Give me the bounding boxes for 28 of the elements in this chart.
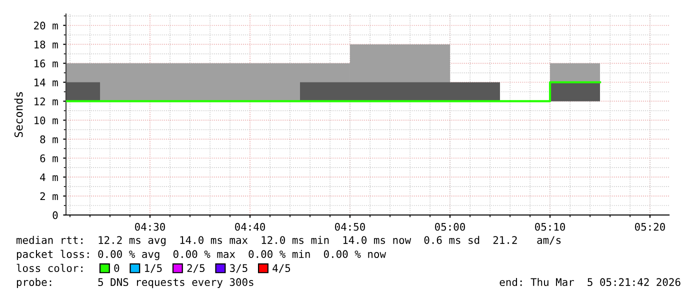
x-tick-label: 05:10 (535, 222, 566, 231)
legend-label: 1/5 (145, 264, 162, 273)
y-tick-label: 8 m (40, 135, 58, 144)
y-tick-label: 20 m (34, 22, 58, 30)
legend-label: 4/5 (272, 264, 290, 273)
text: end: Thu Mar 5 05:21:42 2026 (500, 278, 680, 286)
x-tick-label: 04:50 (334, 222, 365, 231)
y-tick-label: 16 m (34, 60, 58, 68)
x-tick-label: 04:40 (235, 222, 266, 231)
legend-label: 0 (114, 264, 120, 272)
y-tick-label: 12 m (34, 97, 58, 106)
text: median rtt: 12.2 ms avg 14.0 ms max 12.0 ms min 14.0 ms now 0.6 ms sd 21.2 am/s (16, 236, 561, 246)
x-tick-label: 05:00 (435, 222, 466, 231)
y-tick-label: 14 m (34, 78, 58, 86)
x-tick-label: 04:30 (135, 222, 166, 231)
y-tick-label: 6 m (40, 154, 58, 162)
legend-label: 2/5 (187, 264, 205, 273)
x-tick-label: 05:20 (634, 222, 665, 231)
legend-title: loss color: (16, 264, 82, 272)
y-tick-label: 18 m (34, 40, 58, 48)
text: packet loss: 0.00 % avg 0.00 % max 0.00 % min 0.00 % now (16, 250, 386, 260)
y-tick-label: 0 (52, 211, 58, 220)
text: probe: 5 DNS requests every 300s (16, 278, 254, 288)
y-tick-label: 10 m (34, 116, 58, 124)
y-tick-label: 4 m (40, 173, 58, 182)
legend-label: 3/5 (230, 264, 248, 273)
y-axis-title: Seconds (14, 92, 23, 138)
y-tick-label: 2 m (40, 192, 58, 200)
